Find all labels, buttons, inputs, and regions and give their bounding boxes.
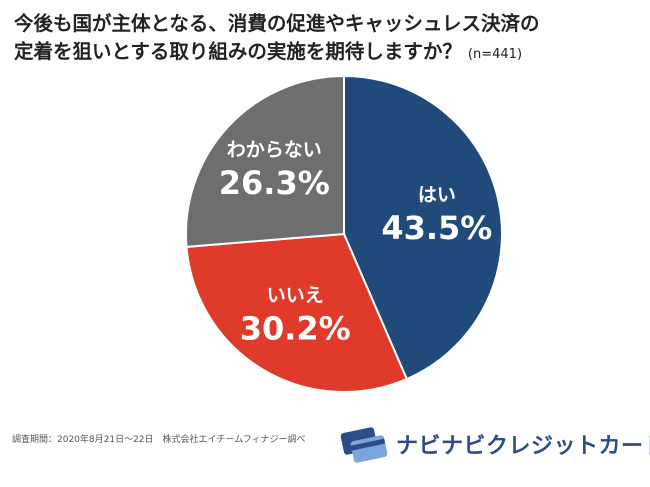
credit-card-icon bbox=[340, 427, 388, 463]
pie-slices bbox=[185, 74, 503, 393]
slice-value-yes: 43.5% bbox=[381, 209, 492, 247]
pie-slice-yes bbox=[343, 74, 503, 381]
brand-logo[interactable]: ナビナビクレジットカード bbox=[338, 420, 650, 472]
pie-labels: はい 43.5% いいえ 30.2% わからない 26.3% bbox=[219, 139, 493, 348]
slice-label-no: いいえ bbox=[267, 284, 324, 306]
chart-title: 今後も国が主体となる、消費の促進やキャッシュレス決済の 定着を狙いとする取り組み… bbox=[14, 10, 640, 69]
survey-note: 調査期間：2020年8月21日〜22日 株式会社エイチームフィナジー調べ bbox=[12, 435, 306, 445]
chart-title-line1: 今後も国が主体となる、消費の促進やキャッシュレス決済の bbox=[14, 12, 540, 35]
slice-label-unknown: わからない bbox=[227, 139, 322, 161]
chart-title-line2-text: 定着を狙いとする取り組みの実施を期待しますか？ bbox=[14, 40, 462, 63]
slice-value-no: 30.2% bbox=[240, 309, 351, 347]
sample-size: (n=441) bbox=[467, 47, 523, 62]
pie-slice-unknown bbox=[185, 74, 345, 248]
chart-title-line2: 定着を狙いとする取り組みの実施を期待しますか？ (n=441) bbox=[14, 38, 640, 69]
slice-value-unknown: 26.3% bbox=[219, 164, 330, 202]
brand-name: ナビナビクレジットカード bbox=[396, 434, 650, 459]
slice-label-yes: はい bbox=[418, 184, 456, 206]
pie-slice-no bbox=[185, 232, 409, 393]
